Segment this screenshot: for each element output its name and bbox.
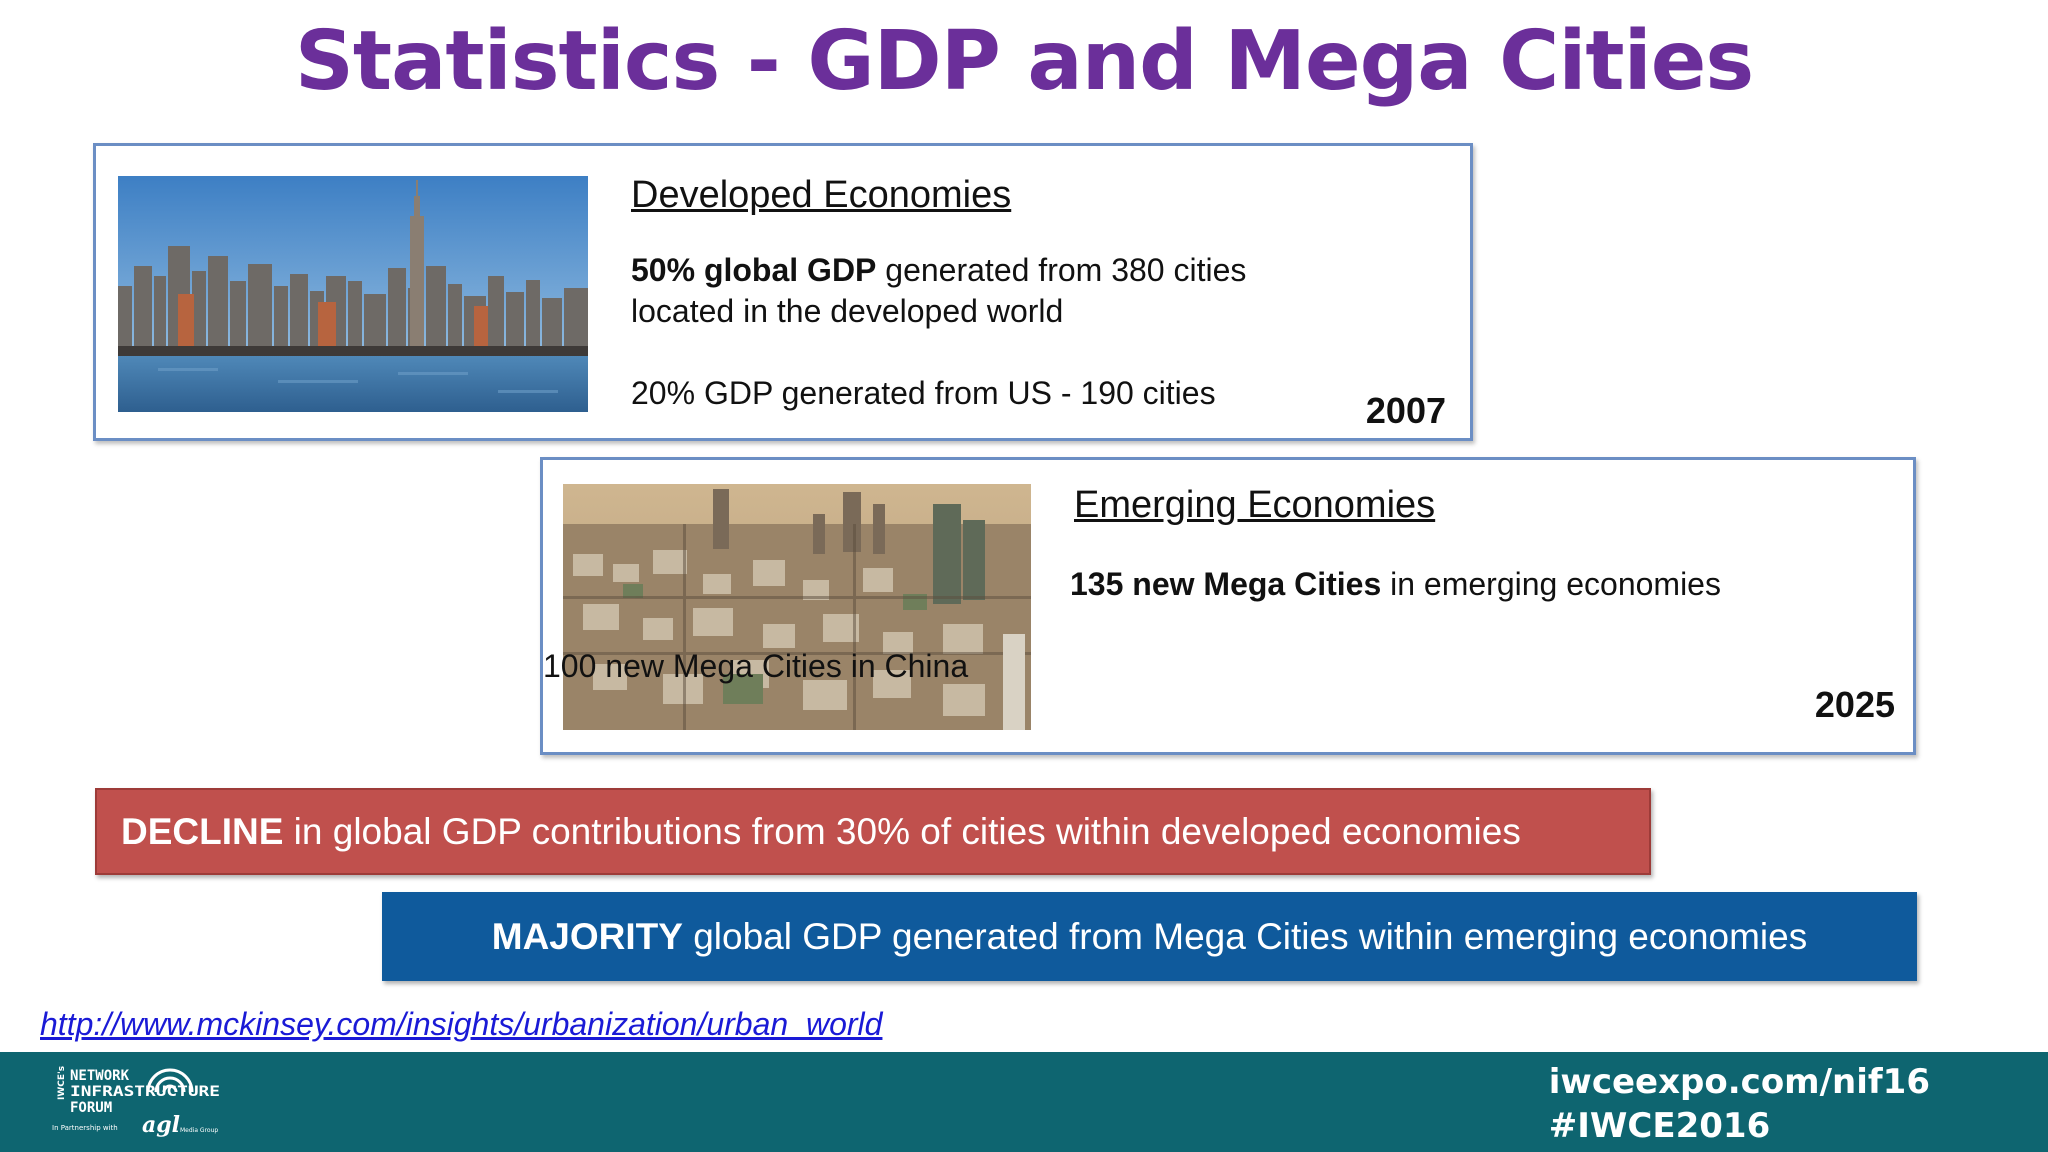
majority-banner-bold: MAJORITY bbox=[491, 915, 683, 957]
emerging-year: 2025 bbox=[1814, 684, 1895, 725]
new-york-skyline-image bbox=[118, 176, 588, 412]
footer-hashtag: #IWCE2016 bbox=[1548, 1106, 1771, 1146]
logo-line-1: NETWORK bbox=[70, 1068, 130, 1084]
emerging-economies-box: Emerging Economies 135 new Mega Cities i… bbox=[540, 457, 1916, 755]
developed-economies-box: Developed Economies 50% global GDP gener… bbox=[93, 143, 1473, 441]
developed-stat-line-3: 20% GDP generated from US - 190 cities bbox=[631, 375, 1216, 411]
developed-stat-bold: 50% global GDP bbox=[631, 252, 877, 288]
mega-city-aerial-image bbox=[563, 484, 1031, 730]
slide-title: Statistics - GDP and Mega Cities bbox=[294, 14, 1754, 109]
footer-url[interactable]: iwceexpo.com/nif16 bbox=[1548, 1062, 1930, 1102]
developed-stat-line-2: located in the developed world bbox=[631, 293, 1064, 329]
emerging-stat-bold: 135 new Mega Cities bbox=[1070, 566, 1382, 602]
decline-banner-text: in global GDP contributions from 30% of … bbox=[283, 810, 1521, 852]
developed-stat-rest: generated from 380 cities bbox=[876, 252, 1247, 288]
footer-bar: IWCE's NETWORK INFRASTRUCTURE FORUM In P… bbox=[0, 1052, 2048, 1152]
mckinsey-source-link[interactable]: http://www.mckinsey.com/insights/urbaniz… bbox=[40, 1006, 883, 1042]
majority-banner-text: global GDP generated from Mega Cities wi… bbox=[682, 915, 1808, 957]
logo-partner-text: In Partnership with bbox=[52, 1124, 118, 1132]
emerging-stat-line-1: 135 new Mega Cities in emerging economie… bbox=[1070, 564, 1721, 605]
emerging-economies-heading: Emerging Economies bbox=[1074, 484, 1436, 526]
logo-brand-text: IWCE's bbox=[57, 1066, 67, 1100]
footer-contact: iwceexpo.com/nif16 #IWCE2016 bbox=[1549, 1060, 1930, 1148]
emerging-stat-rest: in emerging economies bbox=[1381, 566, 1721, 602]
developed-stat-line-1: 50% global GDP generated from 380 cities bbox=[631, 250, 1246, 291]
network-infrastructure-forum-logo: IWCE's NETWORK INFRASTRUCTURE FORUM In P… bbox=[52, 1064, 224, 1142]
majority-banner: MAJORITY global GDP generated from Mega … bbox=[382, 892, 1917, 981]
decline-banner-bold: DECLINE bbox=[121, 810, 284, 852]
developed-year: 2007 bbox=[1365, 390, 1446, 431]
decline-banner: DECLINE in global GDP contributions from… bbox=[95, 788, 1651, 875]
emerging-stat-line-2: 100 new Mega Cities in China bbox=[543, 648, 969, 684]
developed-economies-heading: Developed Economies bbox=[631, 174, 1012, 216]
logo-partner-suffix: Media Group bbox=[180, 1127, 218, 1134]
logo-line-3: FORUM bbox=[70, 1100, 112, 1116]
logo-partner-brand: agl bbox=[142, 1112, 180, 1138]
logo-line-2: INFRASTRUCTURE bbox=[70, 1084, 220, 1100]
